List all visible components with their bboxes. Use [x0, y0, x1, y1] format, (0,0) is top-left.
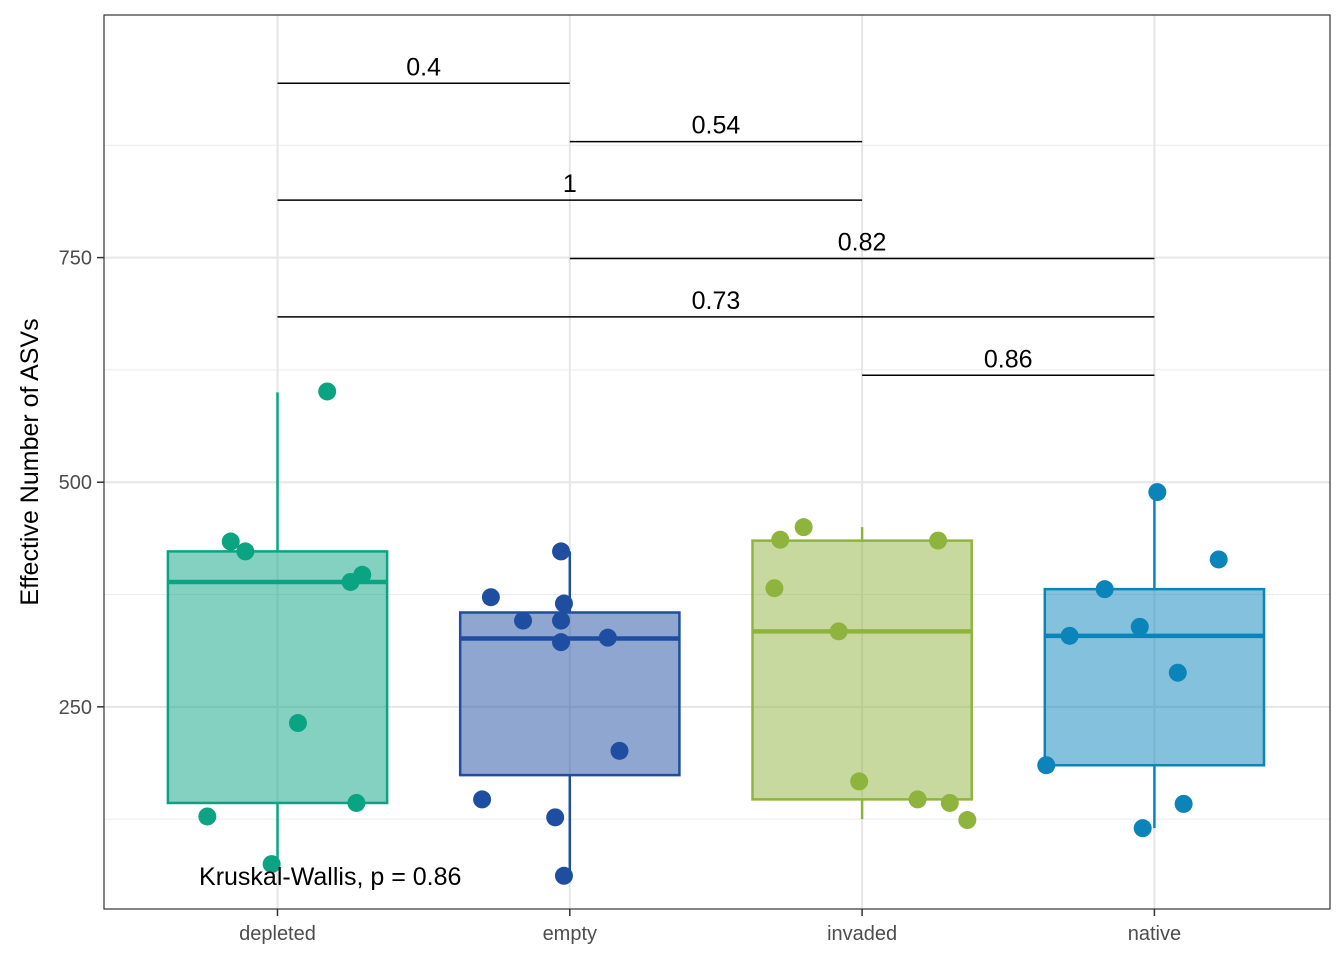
data-point-depleted [288, 714, 307, 733]
y-axis-title: Effective Number of ASVs [16, 318, 44, 605]
data-point-invaded [771, 530, 790, 549]
data-point-native [1095, 580, 1114, 599]
bracket-p-value: 0.4 [406, 53, 441, 81]
bracket-p-value: 0.86 [984, 345, 1033, 373]
data-point-empty [610, 741, 629, 760]
data-point-native [1148, 483, 1167, 502]
data-point-native [1174, 794, 1193, 813]
data-point-invaded [908, 790, 927, 809]
box-body [166, 550, 389, 805]
data-point-empty [554, 866, 573, 885]
kruskal-wallis-annotation: Kruskal-Wallis, p = 0.86 [199, 863, 461, 891]
box-depleted [166, 392, 389, 865]
x-tick-label-invaded: invaded [827, 923, 897, 945]
data-point-depleted [318, 382, 337, 401]
comparison-depleted-invaded: 1 [277, 170, 863, 201]
data-point-invaded [850, 772, 869, 791]
comparison-empty-native: 0.82 [569, 228, 1155, 260]
bracket-p-value: 1 [563, 170, 577, 198]
bracket-p-value: 0.82 [838, 228, 887, 256]
data-point-empty [546, 808, 565, 827]
x-tick-label-native: native [1128, 923, 1181, 945]
data-point-depleted [262, 855, 281, 874]
comparison-brackets: 0.4 0.54 1 0.82 0.73 0.86 [277, 53, 1155, 377]
data-point-native [1168, 663, 1187, 682]
x-tick-label-empty: empty [543, 923, 597, 945]
data-point-empty [552, 542, 571, 561]
data-points [198, 382, 1228, 885]
comparison-depleted-native: 0.73 [277, 287, 1155, 318]
data-point-invaded [794, 518, 813, 537]
data-point-invaded [765, 579, 784, 598]
data-point-empty [552, 611, 571, 630]
bracket-p-value: 0.54 [692, 112, 741, 140]
panel-border [103, 14, 1331, 910]
data-point-depleted [198, 807, 217, 826]
data-point-invaded [829, 622, 848, 641]
data-point-depleted [353, 565, 372, 584]
box-invaded [751, 527, 973, 820]
comparison-empty-invaded: 0.54 [569, 112, 863, 143]
data-point-native [1133, 819, 1152, 838]
data-point-invaded [929, 531, 948, 550]
data-point-native [1130, 617, 1149, 636]
box-body [751, 539, 973, 801]
data-point-empty [598, 628, 617, 647]
data-point-native [1209, 550, 1228, 569]
x-tick-label-depleted: depleted [239, 923, 316, 945]
data-point-empty [552, 633, 571, 652]
data-point-native [1037, 756, 1056, 775]
data-point-empty [514, 611, 533, 630]
box-body [1043, 587, 1266, 767]
data-point-depleted [221, 532, 240, 551]
box-empty [458, 551, 681, 876]
comparison-depleted-empty: 0.4 [277, 53, 570, 85]
axes: 250 500 750 depleted empty invaded native [59, 248, 1181, 945]
y-tick-label: 500 [59, 472, 92, 494]
box-native [1043, 492, 1266, 829]
data-point-empty [473, 790, 492, 809]
data-point-native [1060, 626, 1079, 645]
data-point-empty [554, 594, 573, 613]
boxes [166, 392, 1266, 876]
data-point-depleted [347, 793, 366, 812]
data-point-invaded [958, 811, 977, 830]
bracket-p-value: 0.73 [692, 287, 741, 315]
y-tick-label: 250 [59, 697, 92, 719]
data-point-depleted [236, 542, 255, 561]
data-point-invaded [940, 793, 959, 812]
data-point-empty [481, 588, 500, 607]
y-tick-label: 750 [59, 248, 92, 270]
comparison-invaded-native: 0.86 [862, 345, 1155, 377]
